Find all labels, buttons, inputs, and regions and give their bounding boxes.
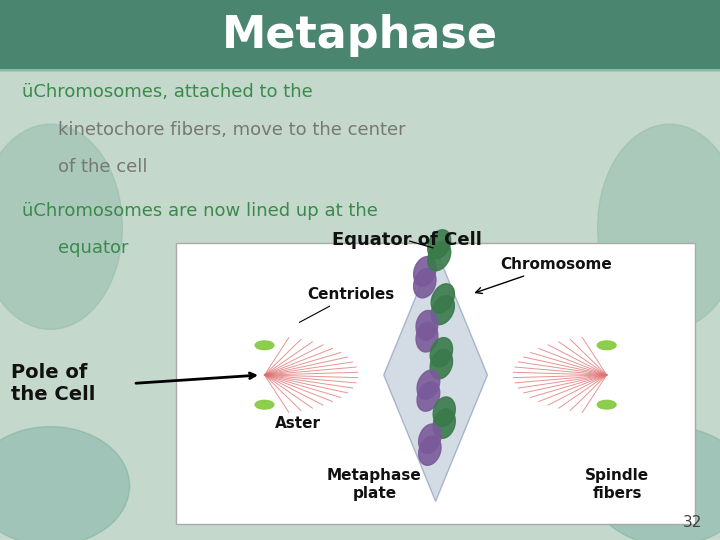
Ellipse shape — [598, 400, 616, 409]
Text: üChromosomes, attached to the: üChromosomes, attached to the — [22, 83, 312, 101]
Text: Centrioles: Centrioles — [300, 287, 395, 322]
Text: Chromosome: Chromosome — [476, 258, 612, 293]
Text: Metaphase: Metaphase — [222, 14, 498, 57]
Text: Spindle
fibers: Spindle fibers — [585, 468, 649, 501]
Text: kinetochore fibers, move to the center: kinetochore fibers, move to the center — [58, 120, 405, 139]
Ellipse shape — [431, 284, 454, 313]
Ellipse shape — [430, 338, 453, 367]
Polygon shape — [384, 248, 487, 501]
Ellipse shape — [428, 241, 451, 271]
Ellipse shape — [598, 124, 720, 329]
Text: Aster: Aster — [275, 416, 321, 431]
Ellipse shape — [433, 397, 455, 427]
Ellipse shape — [413, 256, 436, 286]
Ellipse shape — [428, 230, 451, 259]
Ellipse shape — [430, 349, 453, 379]
Text: Metaphase
plate: Metaphase plate — [327, 468, 422, 501]
Ellipse shape — [0, 124, 122, 329]
Ellipse shape — [418, 424, 441, 454]
Ellipse shape — [416, 310, 438, 340]
Bar — [0, 70, 720, 540]
Ellipse shape — [255, 341, 274, 349]
Text: Equator of Cell: Equator of Cell — [332, 231, 482, 249]
Ellipse shape — [418, 436, 441, 465]
Ellipse shape — [590, 427, 720, 540]
Ellipse shape — [417, 370, 440, 399]
Ellipse shape — [413, 268, 436, 298]
Text: 32: 32 — [683, 515, 702, 530]
Ellipse shape — [0, 427, 130, 540]
Text: equator: equator — [58, 239, 128, 258]
Bar — [0, 0, 720, 70]
Bar — [176, 243, 695, 524]
Ellipse shape — [431, 296, 454, 325]
Text: Pole of
the Cell: Pole of the Cell — [11, 363, 95, 404]
Ellipse shape — [433, 409, 455, 438]
Ellipse shape — [255, 400, 274, 409]
Ellipse shape — [417, 382, 440, 411]
Ellipse shape — [416, 322, 438, 352]
Text: of the cell: of the cell — [58, 158, 147, 177]
Text: üChromosomes are now lined up at the: üChromosomes are now lined up at the — [22, 201, 377, 220]
Ellipse shape — [598, 341, 616, 349]
